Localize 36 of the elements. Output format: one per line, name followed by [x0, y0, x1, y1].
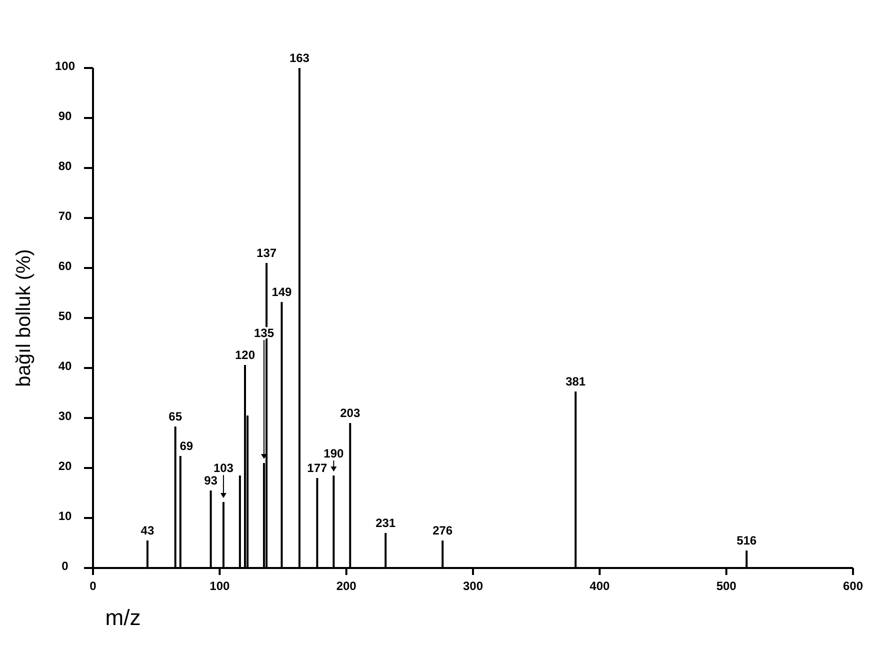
annotation: 149	[272, 285, 292, 299]
x-tick-label: 200	[336, 579, 357, 593]
annotation: 93	[204, 474, 218, 488]
y-tick-label: 10	[58, 509, 72, 523]
x-tick-label: 300	[462, 579, 484, 593]
x-tick-label: 600	[842, 579, 864, 593]
y-tick-label: 50	[58, 309, 72, 323]
y-tick-label: 20	[58, 459, 72, 473]
annotation: 231	[376, 516, 396, 530]
y-tick-label: 100	[54, 59, 76, 73]
y-tick-label: 70	[58, 209, 72, 223]
y-tick-label: 30	[58, 409, 72, 423]
y-tick-label: 60	[58, 259, 72, 273]
annotation: 65	[168, 410, 182, 424]
annotation: 516	[736, 534, 757, 548]
annotation: 177	[307, 461, 328, 475]
annotation: 103	[213, 461, 234, 475]
annotation: 69	[180, 439, 194, 453]
annotation: 137	[256, 246, 277, 260]
x-tick-label: 400	[590, 579, 610, 593]
annotation: 163	[289, 51, 310, 65]
x-tick-label: 500	[716, 579, 737, 593]
x-axis-title: m/z	[105, 605, 141, 630]
annotation: 190	[324, 446, 344, 460]
x-tick-label: 0	[90, 579, 97, 593]
x-tick-label: 100	[210, 579, 230, 593]
annotation: 120	[234, 348, 256, 362]
annotation: 43	[140, 524, 154, 538]
annotation: 381	[566, 374, 586, 388]
y-tick-label: 40	[58, 359, 72, 373]
y-tick-label: 90	[58, 109, 72, 123]
annotation: 276	[432, 524, 453, 538]
annotation: 203	[340, 406, 360, 420]
y-axis-title: bağıl bolluk (%)	[13, 249, 35, 387]
y-tick-label: 0	[62, 559, 69, 573]
y-tick-label: 80	[58, 159, 72, 173]
